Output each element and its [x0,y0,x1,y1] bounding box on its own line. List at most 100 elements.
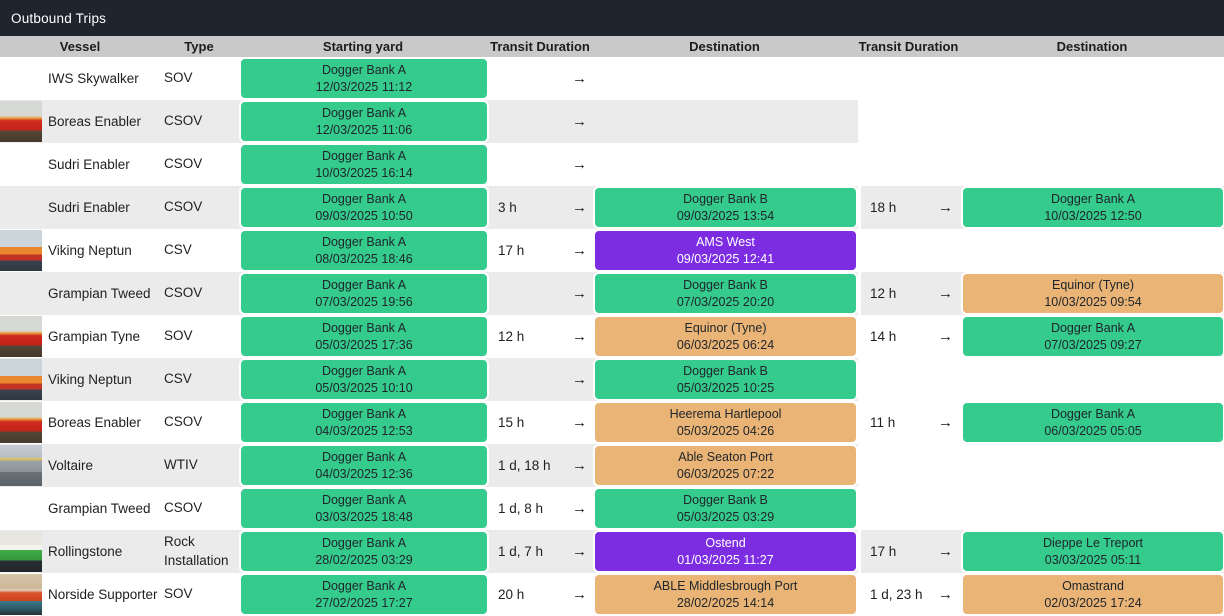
transit-duration-2: → [861,143,961,186]
vessel-name: Grampian Tyne [48,329,141,344]
starting-yard-chip[interactable]: Dogger Bank A 04/03/2025 12:53 [239,401,489,444]
destination-cell-2 [961,57,1224,100]
destination-1-datetime: 28/02/2025 14:14 [676,595,775,610]
starting-yard-chip[interactable]: Dogger Bank A 05/03/2025 10:10 [239,358,489,401]
destination-1-location: ABLE Middlesbrough Port [653,578,798,593]
starting-yard-datetime: 04/03/2025 12:36 [315,466,413,481]
destination-2-chip[interactable]: Dogger Bank A 06/03/2025 05:05 [961,401,1224,444]
table-row[interactable]: Grampian Tweed CSOV Dogger Bank A 03/03/… [0,487,1224,530]
arrow-right-icon: → [572,543,587,560]
destination-cell-1: Dogger Bank B 05/03/2025 10:25 [593,358,858,401]
destination-1-location: Equinor (Tyne) [684,320,767,335]
arrow-right-icon: → [938,543,953,560]
starting-yard-chip[interactable]: Dogger Bank A 27/02/2025 17:27 [239,573,489,616]
transit-duration-1: 1 d, 7 h → [489,530,593,573]
panel-titlebar: Outbound Trips [0,0,1224,36]
starting-yard-cell: Dogger Bank A 09/03/2025 10:50 [239,186,489,229]
transit-duration-2: 12 h → [861,272,961,315]
table-row[interactable]: Sudri Enabler CSOV Dogger Bank A 09/03/2… [0,186,1224,229]
table-row[interactable]: Viking Neptun CSV Dogger Bank A 08/03/20… [0,229,1224,272]
starting-yard-chip[interactable]: Dogger Bank A 05/03/2025 17:36 [239,315,489,358]
destination-2-chip[interactable]: Equinor (Tyne) 10/03/2025 09:54 [961,272,1224,315]
table-row[interactable]: Grampian Tyne SOV Dogger Bank A 05/03/20… [0,315,1224,358]
destination-1-chip[interactable]: Equinor (Tyne) 06/03/2025 06:24 [593,315,858,358]
destination-1-datetime: 01/03/2025 11:27 [677,552,774,567]
second-leg-section: 18 h → Dogger Bank A 10/03/2025 12:50 [858,186,1224,229]
destination-1-chip[interactable]: Dogger Bank B 05/03/2025 03:29 [593,487,858,530]
transit-duration-2: → [861,229,961,272]
starting-yard-chip[interactable]: Dogger Bank A 28/02/2025 03:29 [239,530,489,573]
starting-yard-chip[interactable]: Dogger Bank A 12/03/2025 11:12 [239,57,489,100]
transit-duration-1: 15 h → [489,401,593,444]
destination-2-chip[interactable]: Omastrand 02/03/2025 17:24 [961,573,1224,616]
destination-1-chip[interactable]: Dogger Bank B 09/03/2025 13:54 [593,186,858,229]
starting-yard-chip[interactable]: Dogger Bank A 07/03/2025 19:56 [239,272,489,315]
vessel-type: CSOV [164,500,203,516]
table-row[interactable]: IWS Skywalker SOV Dogger Bank A 12/03/20… [0,57,1224,100]
starting-yard-chip[interactable]: Dogger Bank A 03/03/2025 18:48 [239,487,489,530]
destination-1-datetime: 09/03/2025 13:54 [676,208,775,223]
table-body: IWS Skywalker SOV Dogger Bank A 12/03/20… [0,57,1224,616]
destination-1-chip[interactable]: Dogger Bank B 07/03/2025 20:20 [593,272,858,315]
starting-yard-location: Dogger Bank A [321,363,407,378]
starting-yard-chip[interactable]: Dogger Bank A 10/03/2025 16:14 [239,143,489,186]
table-row[interactable]: Grampian Tweed CSOV Dogger Bank A 07/03/… [0,272,1224,315]
destination-2-datetime: 10/03/2025 12:50 [1044,208,1142,223]
destination-1-chip[interactable]: Ostend 01/03/2025 11:27 [593,530,858,573]
destination-cell-1: ABLE Middlesbrough Port 28/02/2025 14:14 [593,573,858,616]
destination-1-chip[interactable]: AMS West 09/03/2025 12:41 [593,229,858,272]
vessel-name: Grampian Tweed [48,286,151,301]
transit-duration-2-value: 12 h [870,286,897,301]
column-header-transit-duration-2: Transit Duration [858,39,959,54]
destination-1-chip[interactable]: Heerema Hartlepool 05/03/2025 04:26 [593,401,858,444]
transit-duration-1: 20 h → [489,573,593,616]
column-header-transit-duration-1: Transit Duration [490,39,590,54]
transit-duration-2: → [861,444,961,487]
transit-duration-2-value: 11 h [870,415,896,430]
panel-title: Outbound Trips [11,10,107,26]
destination-1-location: Ostend [705,535,746,550]
table-row[interactable]: Voltaire WTIV Dogger Bank A 04/03/2025 1… [0,444,1224,487]
starting-yard-chip[interactable]: Dogger Bank A 12/03/2025 11:06 [239,100,489,143]
starting-yard-chip[interactable]: Dogger Bank A 09/03/2025 10:50 [239,186,489,229]
table-row[interactable]: Boreas Enabler CSOV Dogger Bank A 12/03/… [0,100,1224,143]
column-header-starting-yard: Starting yard [322,39,404,54]
destination-cell-2: Dogger Bank A 06/03/2025 05:05 [961,401,1224,444]
vessel-image [0,574,42,615]
arrow-right-icon: → [572,242,587,259]
starting-yard-cell: Dogger Bank A 10/03/2025 16:14 [239,143,489,186]
table-row[interactable]: Norside Supporter SOV Dogger Bank A 27/0… [0,573,1224,616]
table-row[interactable]: Rollingstone Rock Installation Dogger Ba… [0,530,1224,573]
destination-2-location: Dogger Bank A [1050,191,1136,206]
destination-1-chip[interactable]: ABLE Middlesbrough Port 28/02/2025 14:14 [593,573,858,616]
destination-2-chip[interactable]: Dogger Bank A 07/03/2025 09:27 [961,315,1224,358]
table-row[interactable]: Viking Neptun CSV Dogger Bank A 05/03/20… [0,358,1224,401]
vessel-image [0,101,42,142]
table-row[interactable]: Boreas Enabler CSOV Dogger Bank A 04/03/… [0,401,1224,444]
starting-yard-location: Dogger Bank A [321,449,407,464]
transit-duration-2: → [861,358,961,401]
destination-cell-2 [961,487,1224,530]
destination-1-chip[interactable]: Dogger Bank B 05/03/2025 10:25 [593,358,858,401]
starting-yard-chip[interactable]: Dogger Bank A 04/03/2025 12:36 [239,444,489,487]
destination-2-location: Equinor (Tyne) [1052,277,1134,292]
destination-1-chip[interactable]: Able Seaton Port 06/03/2025 07:22 [593,444,858,487]
starting-yard-location: Dogger Bank A [321,578,407,593]
starting-yard-datetime: 09/03/2025 10:50 [315,208,413,223]
starting-yard-chip[interactable]: Dogger Bank A 08/03/2025 18:46 [239,229,489,272]
vessel-type: CSOV [164,199,203,215]
destination-2-chip[interactable]: Dieppe Le Treport 03/03/2025 05:11 [961,530,1224,573]
destination-2-chip[interactable]: Dogger Bank A 10/03/2025 12:50 [961,186,1224,229]
destination-1-location: Dogger Bank B [683,492,768,507]
destination-cell-2: Omastrand 02/03/2025 17:24 [961,573,1224,616]
destination-2-location: Dogger Bank A [1050,320,1136,335]
arrow-right-icon: → [938,199,953,216]
starting-yard-location: Dogger Bank A [321,191,407,206]
starting-yard-cell: Dogger Bank A 08/03/2025 18:46 [239,229,489,272]
vessel-type: CSOV [164,285,203,301]
column-header-destination-1: Destination [689,39,760,54]
vessel-image [0,531,42,572]
vessel-type: CSV [164,371,192,387]
table-row[interactable]: Sudri Enabler CSOV Dogger Bank A 10/03/2… [0,143,1224,186]
arrow-right-icon: → [572,500,587,517]
